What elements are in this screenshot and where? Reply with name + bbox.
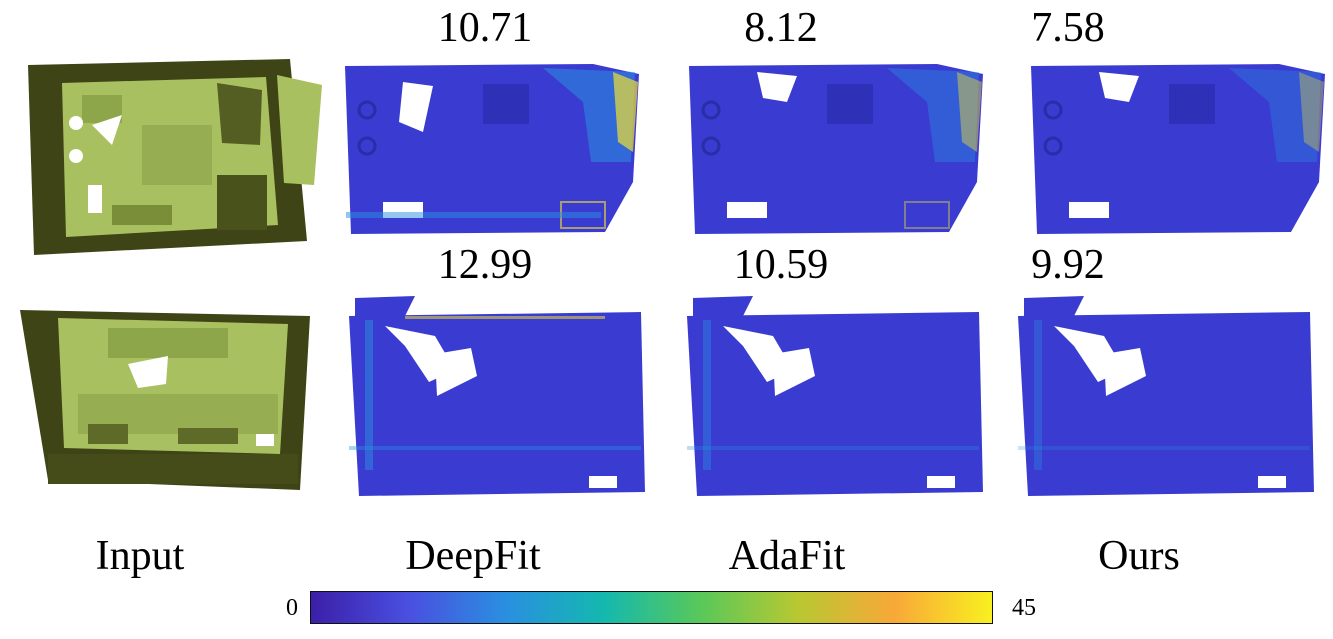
error-map-ours-row2 — [1018, 296, 1314, 496]
input-render-row1 — [28, 59, 322, 255]
label-input: Input — [95, 533, 185, 579]
score-ours-row1: 7.58 — [1031, 5, 1105, 51]
error-map-adafit-row2 — [687, 296, 983, 496]
score-ours-row2: 9.92 — [1031, 242, 1105, 288]
score-deepfit-row2: 12.99 — [437, 242, 533, 288]
colorbar — [310, 591, 993, 624]
label-deepfit: DeepFit — [405, 533, 541, 579]
score-adafit-row1: 8.12 — [744, 5, 818, 51]
input-render-row2 — [20, 310, 310, 490]
label-ours: Ours — [1098, 533, 1180, 579]
colorbar-min-label: 0 — [286, 595, 298, 621]
label-adafit: AdaFit — [728, 533, 846, 579]
score-deepfit-row1: 10.71 — [437, 5, 533, 51]
error-map-deepfit-row2 — [349, 296, 645, 496]
colorbar-max-label: 45 — [1012, 595, 1036, 621]
error-map-adafit-row1 — [689, 64, 983, 234]
error-map-ours-row1 — [1031, 64, 1325, 234]
error-map-deepfit-row1 — [345, 64, 639, 234]
score-adafit-row2: 10.59 — [733, 242, 829, 288]
